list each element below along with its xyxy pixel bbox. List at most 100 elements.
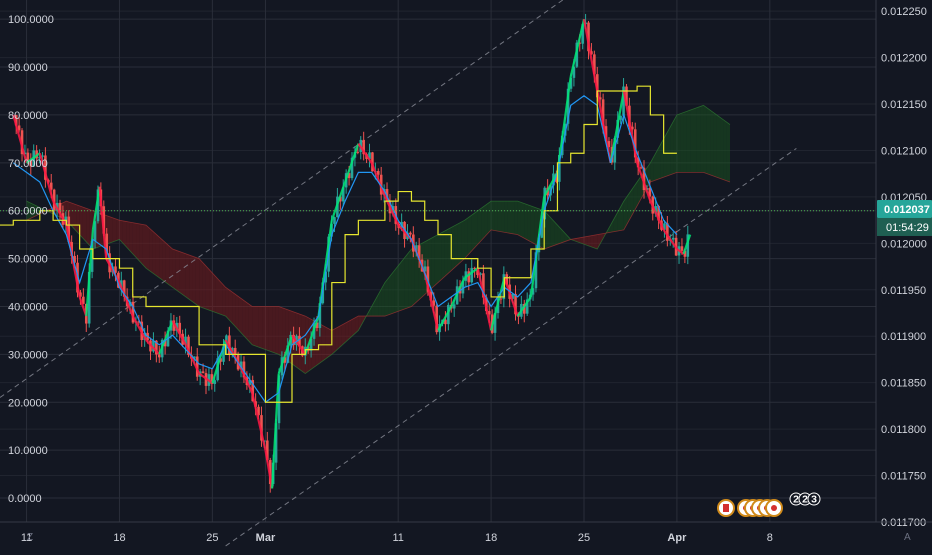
cloud-segment	[328, 328, 332, 357]
count-badge[interactable]	[807, 492, 821, 506]
candle-body	[26, 152, 30, 161]
candle-body	[563, 123, 567, 136]
y-right-tick-label: 0.011750	[881, 471, 926, 483]
flag-icon	[723, 504, 729, 512]
candle-body	[432, 300, 436, 306]
cloud-segment	[627, 191, 631, 224]
candle-body	[368, 152, 371, 159]
candle-body	[87, 271, 91, 324]
cloud-segment	[235, 294, 239, 331]
trend-segment	[98, 186, 108, 259]
cloud-segment	[461, 220, 465, 262]
trend-segment	[145, 339, 161, 356]
cloud-segment	[205, 265, 210, 311]
x-tick-label: 25	[578, 532, 590, 544]
candle-body	[470, 267, 474, 283]
cloud-segment	[202, 262, 206, 309]
trend-segment	[12, 114, 28, 164]
trend-segment	[211, 339, 227, 384]
candle-body	[178, 322, 182, 334]
candle-body	[385, 188, 389, 201]
cloud-segment	[82, 207, 87, 242]
candle-body	[79, 292, 82, 297]
candle-body	[572, 66, 576, 78]
cloud-segment	[258, 306, 263, 349]
cloud-segment	[706, 107, 711, 175]
y-left-tick-label: 0.0000	[8, 493, 42, 505]
cloud-segment	[554, 221, 558, 246]
candle-body	[274, 423, 278, 463]
trend-segment	[52, 200, 68, 226]
x-tick-label: 18	[113, 532, 125, 544]
candle-body	[598, 97, 602, 100]
candle-body	[636, 157, 640, 168]
cloud-segment	[272, 306, 276, 354]
candle-body	[76, 262, 79, 293]
channel-line-1[interactable]	[0, 0, 624, 398]
candle-body	[435, 305, 438, 333]
candle-body	[511, 293, 514, 299]
y-left-tick-label: 90.0000	[8, 62, 48, 74]
candle-body	[20, 130, 24, 155]
price-labels: 0.012037 01:54:29	[877, 199, 932, 236]
trend-segment	[503, 277, 519, 317]
trend-segment	[158, 320, 174, 355]
candle-body	[371, 152, 374, 172]
candle-body	[487, 311, 491, 315]
cloud-segment	[617, 207, 621, 232]
candle-body	[122, 280, 126, 297]
cloud-segment	[185, 253, 190, 300]
channel-line-2[interactable]	[225, 148, 797, 547]
trend-segment	[270, 373, 280, 489]
y-left-tick-label: 20.0000	[8, 397, 48, 409]
cloud-segment	[222, 283, 226, 317]
candle-body	[239, 361, 243, 370]
cloud-segment	[690, 108, 694, 173]
candle-body	[260, 415, 263, 441]
candle-body	[409, 232, 412, 235]
candle-body	[686, 234, 690, 257]
candle-body	[324, 271, 328, 283]
trend-segment	[622, 90, 639, 164]
cloud-segment	[670, 120, 674, 175]
cloud-segment	[69, 202, 73, 228]
cloud-segment	[301, 314, 306, 374]
cloud-segment	[504, 201, 508, 233]
cloud-segment	[192, 256, 196, 305]
trend-segment	[662, 229, 678, 250]
candle-body	[52, 189, 56, 211]
candle-body	[648, 187, 652, 197]
corner-left-button[interactable]: Z	[27, 532, 33, 543]
candle-body	[499, 298, 503, 300]
cloud-segment	[76, 204, 80, 235]
cloud-segment	[497, 201, 502, 232]
corner-right-button[interactable]: A	[904, 532, 911, 543]
cloud-segment	[404, 253, 409, 309]
y-right-tick-label: 0.012000	[881, 238, 927, 250]
trend-channel[interactable]	[0, 0, 797, 547]
candle-body	[330, 223, 333, 237]
cloud-segment	[637, 177, 641, 206]
cloud-segment	[713, 112, 717, 178]
cloud-segment	[315, 321, 319, 367]
cloud-segment	[467, 215, 472, 256]
y-right-tick-label: 0.011800	[881, 424, 926, 436]
trend-segment	[330, 181, 347, 221]
cloud-segment	[155, 234, 160, 278]
cloud-segment	[331, 328, 336, 355]
candle-body	[155, 340, 158, 355]
y-left-tick-label: 10.0000	[8, 445, 48, 457]
trend-segment	[118, 282, 134, 317]
trend-segment	[516, 296, 532, 317]
grid-lines	[0, 0, 876, 523]
candle-body	[213, 380, 217, 384]
cloud-segment	[686, 110, 691, 173]
cloud-segment	[524, 203, 528, 241]
trend-segment	[676, 248, 685, 255]
trend-segment	[476, 267, 493, 331]
candle-body	[341, 187, 345, 202]
x-tick-label: 8	[767, 532, 773, 544]
